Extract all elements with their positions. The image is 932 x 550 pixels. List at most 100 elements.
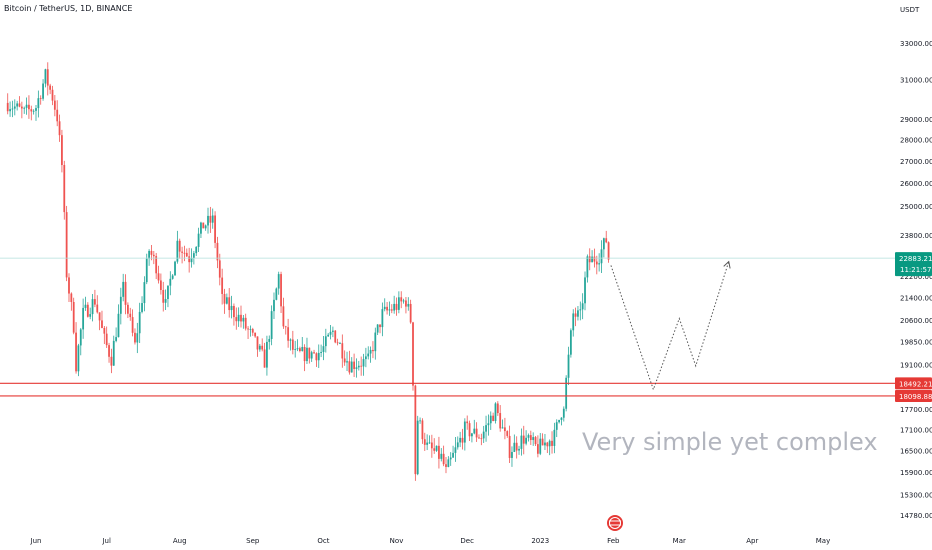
candle-body	[223, 293, 226, 304]
candle-body	[591, 256, 593, 263]
candle-body	[532, 437, 535, 441]
candle-body	[134, 332, 136, 343]
candle-body	[82, 307, 85, 330]
candle-body	[447, 459, 450, 467]
candle-body	[152, 254, 155, 257]
candle-body	[482, 431, 485, 439]
candle-body	[518, 448, 520, 451]
candle-body	[58, 121, 61, 136]
candle-body	[155, 256, 158, 274]
candle-body	[61, 135, 63, 166]
candle-body	[360, 365, 363, 367]
candle-body	[20, 106, 23, 109]
candle-body	[117, 313, 120, 338]
candle-body	[70, 293, 73, 303]
candle-body	[171, 275, 174, 279]
candle-body	[386, 306, 388, 311]
candle-body	[499, 413, 502, 429]
candle-body	[494, 403, 497, 421]
time-tick-label: Aug	[173, 537, 187, 545]
candle-body	[244, 317, 247, 329]
candle-body	[376, 324, 379, 333]
candle-body	[240, 314, 242, 322]
time-tick-label: 2023	[531, 537, 549, 545]
time-axis[interactable]: Jun Jul Aug Sep Oct Nov Dec 2023 Feb Mar Apr May	[30, 537, 831, 545]
candle-body	[435, 445, 438, 451]
candle-body	[157, 273, 160, 281]
candle-body	[581, 303, 584, 310]
candle-body	[388, 309, 391, 311]
candle-body	[539, 438, 542, 454]
candle-body	[480, 438, 483, 440]
price-tick-label: 20600.00	[900, 317, 932, 325]
candle-body	[266, 341, 268, 368]
candle-body	[520, 435, 523, 449]
candle-body	[122, 281, 125, 297]
candle-body	[383, 306, 386, 310]
candle-body	[331, 330, 334, 332]
candle-body	[400, 297, 403, 302]
candle-body	[555, 422, 558, 430]
candle-body	[284, 326, 287, 328]
candle-body	[46, 69, 49, 86]
candle-body	[572, 313, 575, 331]
candle-body	[6, 102, 9, 112]
candle-body	[53, 100, 56, 110]
candle-body	[438, 445, 440, 459]
candle-body	[25, 104, 28, 108]
candle-body	[77, 345, 80, 372]
price-tick-label: 25000.00	[900, 203, 932, 211]
candle-body	[504, 427, 506, 432]
price-tick-label: 26000.00	[900, 180, 932, 188]
candle-body	[355, 367, 358, 369]
candle-body	[393, 303, 396, 311]
candle-body	[150, 250, 153, 255]
candle-body	[364, 356, 367, 360]
candle-body	[197, 233, 200, 247]
candle-body	[108, 345, 110, 357]
candle-body	[49, 85, 52, 90]
candle-body	[511, 451, 513, 458]
price-tick-label: 31000.00	[900, 77, 932, 85]
candle-body	[602, 238, 605, 250]
candle-body	[419, 420, 421, 422]
candle-body	[75, 332, 77, 372]
candle-body	[414, 385, 417, 475]
candle-body	[299, 348, 301, 352]
candle-body	[282, 306, 285, 327]
candle-body	[423, 439, 426, 445]
candle-body	[96, 304, 99, 313]
candle-body	[204, 225, 207, 229]
candle-body	[487, 423, 490, 426]
candle-body	[579, 309, 582, 311]
candle-body	[607, 242, 610, 260]
candle-body	[574, 313, 577, 317]
candle-body	[600, 249, 603, 264]
price-tick-label: 19850.00	[900, 339, 932, 347]
candle-body	[459, 437, 462, 443]
candle-body	[13, 106, 16, 109]
candle-body	[374, 332, 377, 352]
countdown-label: 11:21:57	[900, 266, 931, 274]
level-price-label: 18492.21	[899, 380, 932, 388]
candle-body	[18, 103, 21, 107]
candle-body	[402, 300, 405, 302]
projection-line	[610, 261, 730, 391]
candle-body	[42, 83, 44, 99]
candle-body	[178, 240, 181, 252]
candle-body	[105, 333, 108, 346]
candle-body	[214, 215, 216, 243]
candle-body	[235, 317, 238, 322]
level-price-tag	[895, 389, 932, 402]
candle-body	[258, 345, 261, 350]
price-axis[interactable]: USDT 33000.00 31000.00 29000.00 28000.00 270…	[900, 6, 932, 520]
candle-body	[551, 440, 553, 446]
candle-body	[32, 110, 35, 112]
candle-body	[207, 215, 209, 226]
level-price-tag	[895, 377, 932, 390]
candle-body	[159, 280, 162, 290]
price-tick-label: 16500.00	[900, 447, 932, 455]
level-price-label: 18098.88	[899, 393, 932, 401]
candle-body	[445, 464, 447, 467]
